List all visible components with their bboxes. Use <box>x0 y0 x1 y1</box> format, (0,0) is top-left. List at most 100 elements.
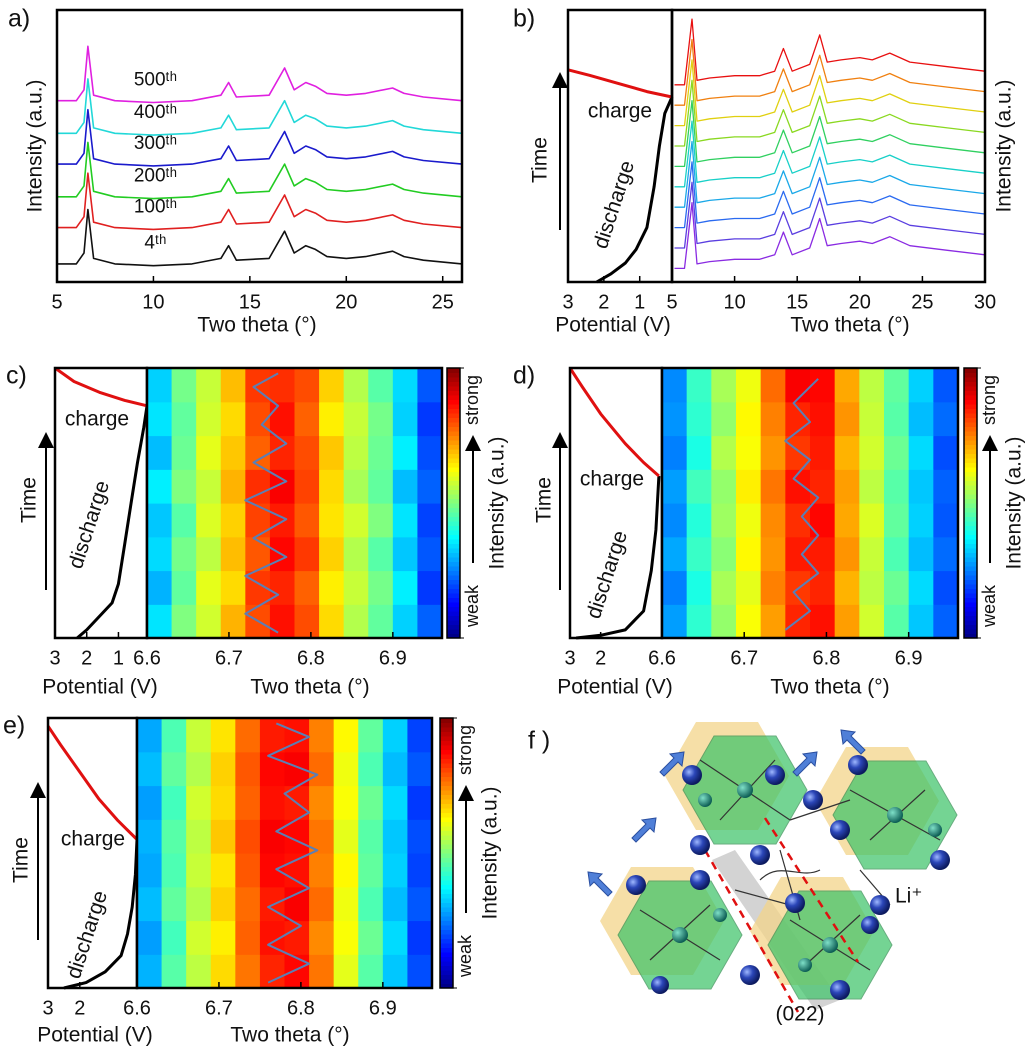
x-axis-label: Potential (V) <box>557 676 673 699</box>
heatmap-cell <box>736 401 762 437</box>
panel-label: c) <box>6 362 27 390</box>
heatmap-cell <box>220 401 246 437</box>
x-tick-label: 3 <box>49 647 60 669</box>
heatmap-cell <box>284 886 310 922</box>
heatmap-cell <box>834 536 860 572</box>
heatmap-cell <box>686 469 712 504</box>
x-axis-label: Two theta (°) <box>770 676 889 699</box>
colorbar-step <box>440 754 453 759</box>
colorbar-step <box>447 381 460 387</box>
xrd-pattern <box>674 18 986 86</box>
x-axis-label: Two theta (°) <box>230 1024 349 1047</box>
colorbar-step <box>447 390 460 396</box>
heatmap-cell <box>309 853 335 888</box>
colorbar-step <box>447 458 460 463</box>
colorbar-step <box>440 781 453 786</box>
heatmap-cell <box>137 785 163 820</box>
colorbar-step <box>964 476 977 481</box>
heatmap-cell <box>834 604 860 638</box>
heatmap-cell <box>309 718 335 753</box>
heatmap-cell <box>235 954 261 988</box>
heatmap-cell <box>908 604 934 638</box>
x-tick-label: 6.9 <box>895 647 923 669</box>
heatmap-cell <box>785 536 811 572</box>
heatmap-cell <box>933 435 958 470</box>
colorbar-step <box>964 579 977 585</box>
colorbar-step <box>447 561 460 567</box>
colorbar-step <box>440 889 453 894</box>
colorbar-tick-label: strong <box>462 375 482 425</box>
heatmap-cell <box>220 604 246 638</box>
y-axis-label: Time <box>533 477 556 523</box>
heatmap-cell <box>137 819 163 854</box>
colorbar-step <box>964 480 977 486</box>
heatmap-cell <box>368 368 394 403</box>
heatmap-cell <box>333 819 359 854</box>
colorbar-step <box>447 620 460 625</box>
x-tick-label: 6.7 <box>215 647 243 669</box>
colorbar-step <box>447 435 460 441</box>
colorbar-step <box>447 395 460 400</box>
xrd-pattern <box>674 100 986 168</box>
heatmap-cell <box>662 435 688 470</box>
heatmap-cell <box>736 503 762 538</box>
heatmap-cell <box>392 469 419 504</box>
heatmap-cell <box>908 368 934 403</box>
colorbar-step <box>447 512 460 517</box>
heatmap-cell <box>392 604 419 638</box>
heatmap-cell <box>686 435 712 470</box>
heatmap-cell <box>235 819 261 854</box>
xrd-pattern <box>674 202 986 270</box>
heatmap-cell <box>210 819 236 854</box>
heatmap-cell <box>171 536 197 572</box>
heatmap-cell <box>859 401 885 437</box>
colorbar-step <box>964 390 977 396</box>
colorbar-step <box>447 615 460 621</box>
heatmap-cell <box>933 570 958 605</box>
heatmap-cell <box>368 536 394 572</box>
heatmap-cell <box>269 503 296 538</box>
heatmap-cell <box>760 435 786 470</box>
x-tick-label: 6.8 <box>813 647 841 669</box>
peak-trace <box>267 722 319 984</box>
colorbar-step <box>440 763 453 768</box>
colorbar-step <box>964 548 977 553</box>
heatmap-cell <box>309 920 335 955</box>
heatmap-cell <box>736 368 762 403</box>
heatmap-cell <box>147 469 173 504</box>
colorbar-step <box>440 952 453 957</box>
heatmap-cell <box>284 920 310 955</box>
colorbar-frame <box>439 717 454 989</box>
colorbar-step <box>964 593 977 598</box>
plot-frame <box>55 8 464 284</box>
colorbar-step <box>447 489 460 495</box>
curve-label: charge <box>588 100 652 123</box>
heatmap-cell <box>662 368 688 403</box>
heatmap-cell <box>147 435 173 470</box>
colorbar-step <box>440 943 453 948</box>
xrd-pattern <box>57 141 463 200</box>
colorbar-step <box>964 606 977 612</box>
potential-curve <box>46 725 139 841</box>
colorbar-step <box>440 758 453 764</box>
heatmap-cell <box>736 570 762 605</box>
curve-label: charge <box>580 468 644 491</box>
heatmap-cell <box>294 401 320 437</box>
heatmap-cell <box>343 368 369 403</box>
heatmap-cell <box>407 954 432 988</box>
heatmap-cell <box>210 853 236 888</box>
colorbar-step <box>964 489 977 495</box>
x-axis-label: Potential (V) <box>37 1024 153 1047</box>
heatmap-cell <box>319 570 345 605</box>
colorbar-step <box>440 911 453 917</box>
heatmap-cell <box>884 469 910 504</box>
colorbar-step <box>440 956 453 962</box>
colorbar-step <box>964 440 977 445</box>
heatmap-cell <box>358 718 384 753</box>
colorbar-step <box>440 920 453 926</box>
heatmap-cell <box>382 819 409 854</box>
heatmap-cell <box>859 503 885 538</box>
colorbar-step <box>447 431 460 436</box>
heatmap-cell <box>137 920 163 955</box>
heatmap-cell <box>220 503 246 538</box>
